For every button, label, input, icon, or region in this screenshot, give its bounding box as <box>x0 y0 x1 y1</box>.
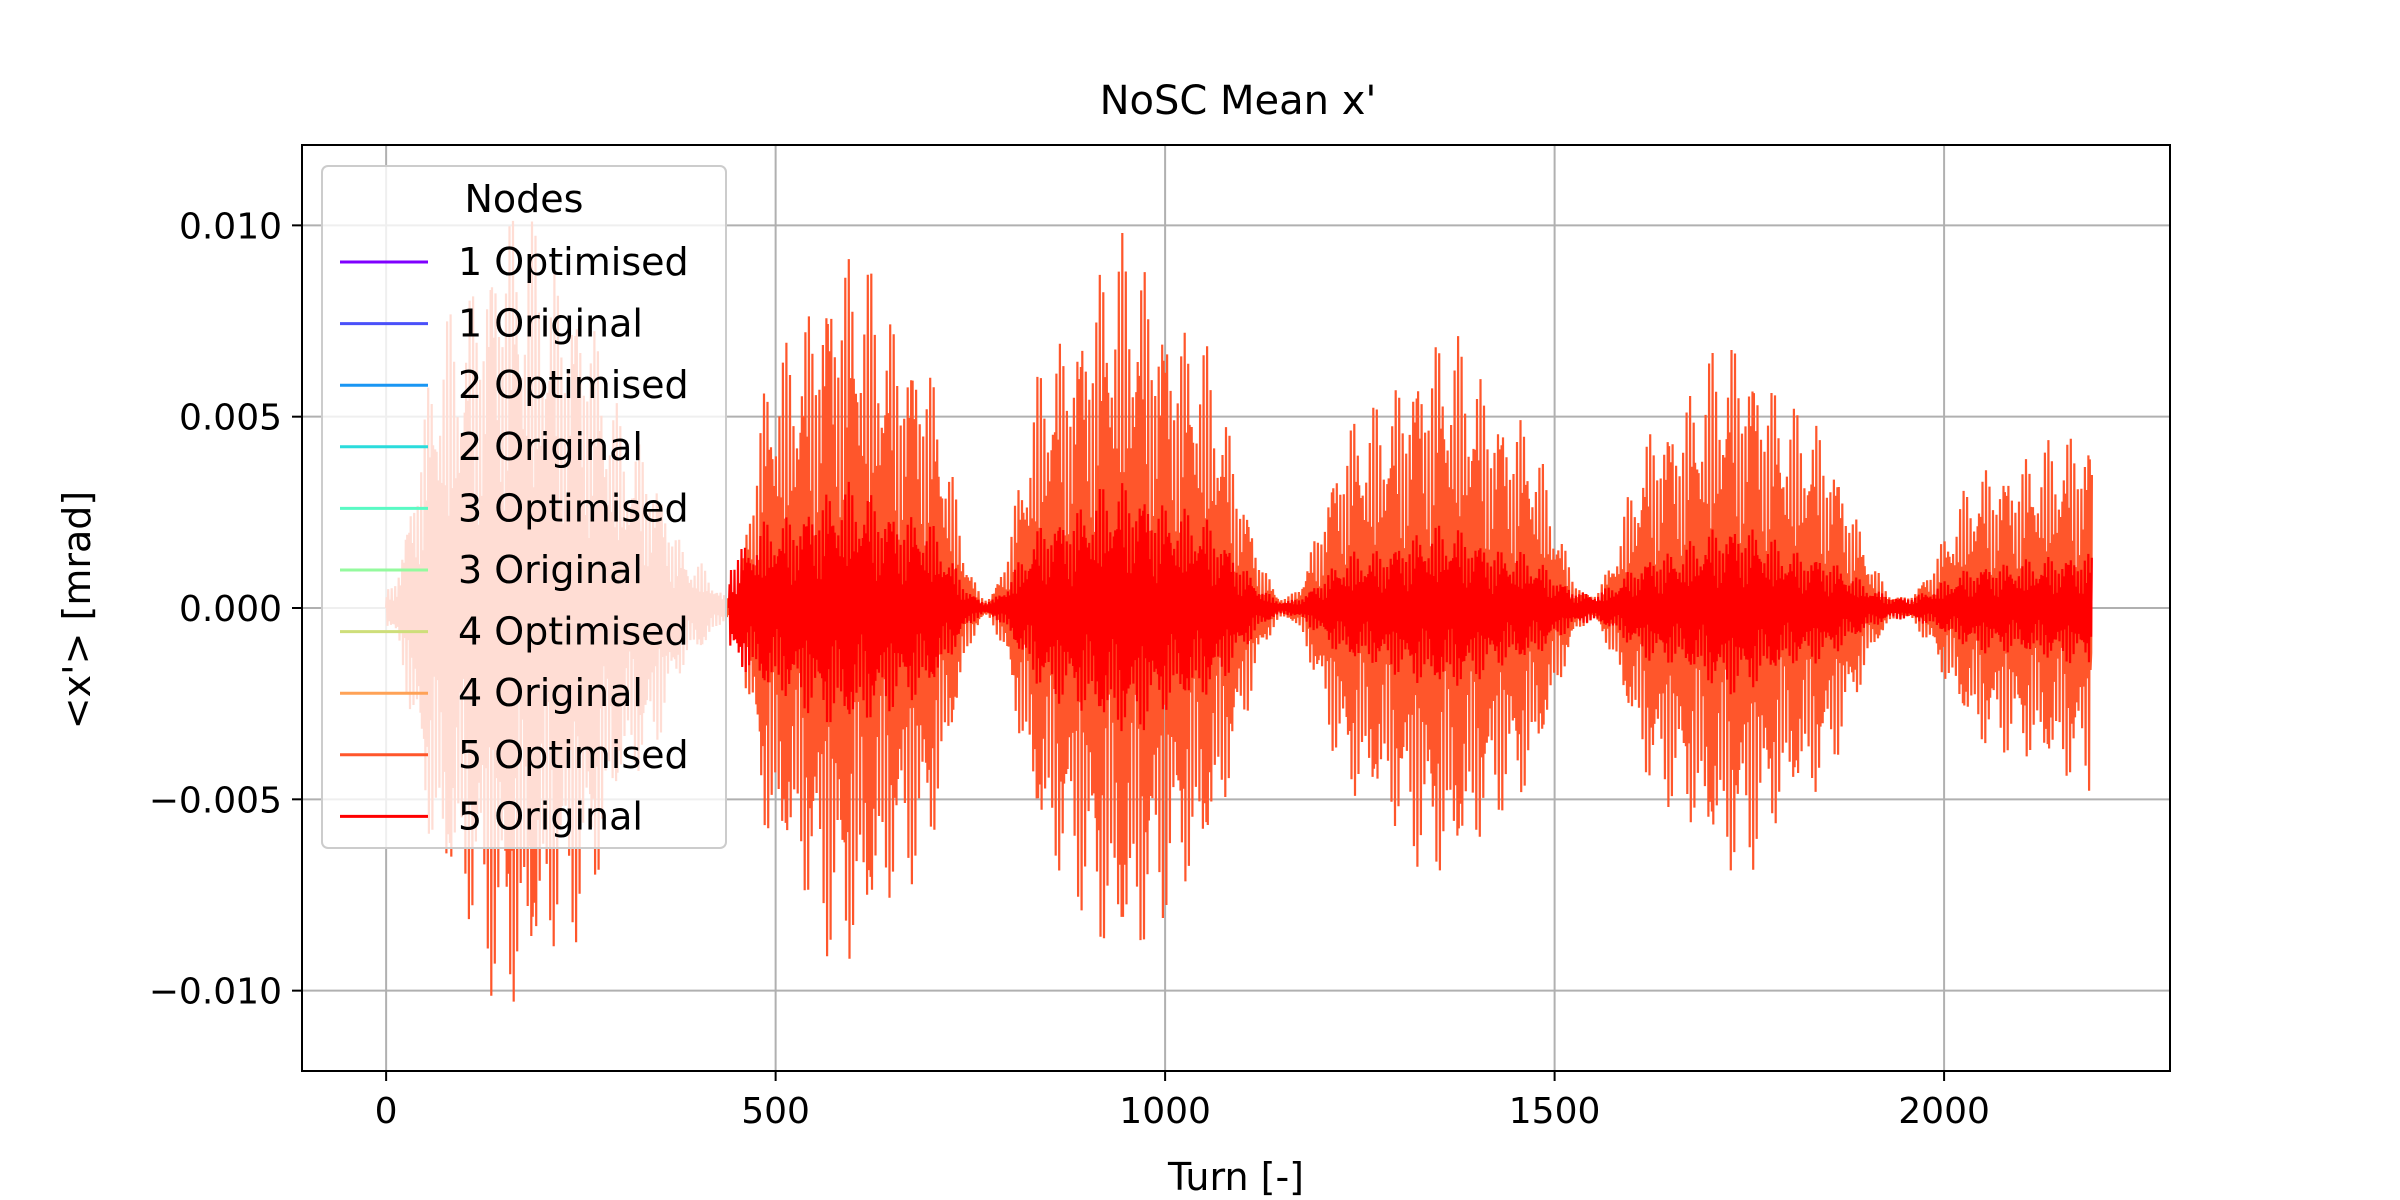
x-tick-label: 1500 <box>1509 1091 1601 1132</box>
legend-label: 4 Original <box>458 671 643 715</box>
y-tick-label: 0.010 <box>179 206 282 247</box>
y-tick-label: 0.000 <box>179 589 282 630</box>
x-tick-label: 2000 <box>1898 1091 1990 1132</box>
x-axis-label: Turn [-] <box>1167 1155 1304 1199</box>
y-tick-label: 0.005 <box>179 398 282 439</box>
chart-title: NoSC Mean x' <box>1100 78 1377 124</box>
x-tick-label: 1000 <box>1119 1091 1211 1132</box>
legend-label: 1 Optimised <box>458 240 689 284</box>
legend-label: 5 Original <box>458 794 643 838</box>
legend-label: 2 Optimised <box>458 363 689 407</box>
x-tick-label: 0 <box>375 1091 398 1132</box>
x-axis-ticks: 0 500 1000 1500 2000 <box>375 1071 1990 1132</box>
legend-label: 5 Optimised <box>458 733 689 777</box>
legend-box <box>321 165 727 849</box>
x-tick-label: 500 <box>741 1091 810 1132</box>
y-tick-label: −0.010 <box>149 972 282 1013</box>
y-axis-label: <x'> [mrad] <box>55 491 99 729</box>
legend-title: Nodes <box>465 177 584 221</box>
series-line-5-original <box>727 481 2093 732</box>
legend-label: 3 Optimised <box>458 486 689 530</box>
legend-label: 4 Optimised <box>458 610 689 654</box>
legend-label: 1 Original <box>458 302 643 346</box>
legend: Nodes 1 Optimised 1 Original 2 Optimised 2 … <box>321 165 727 849</box>
y-tick-label: −0.005 <box>149 780 282 821</box>
legend-entries: 1 Optimised 1 Original 2 Optimised 2 Origin… <box>340 240 689 838</box>
legend-label: 3 Original <box>458 548 643 592</box>
y-axis-ticks: −0.010 −0.005 0.000 0.005 0.010 <box>149 206 302 1013</box>
legend-label: 2 Original <box>458 425 643 469</box>
